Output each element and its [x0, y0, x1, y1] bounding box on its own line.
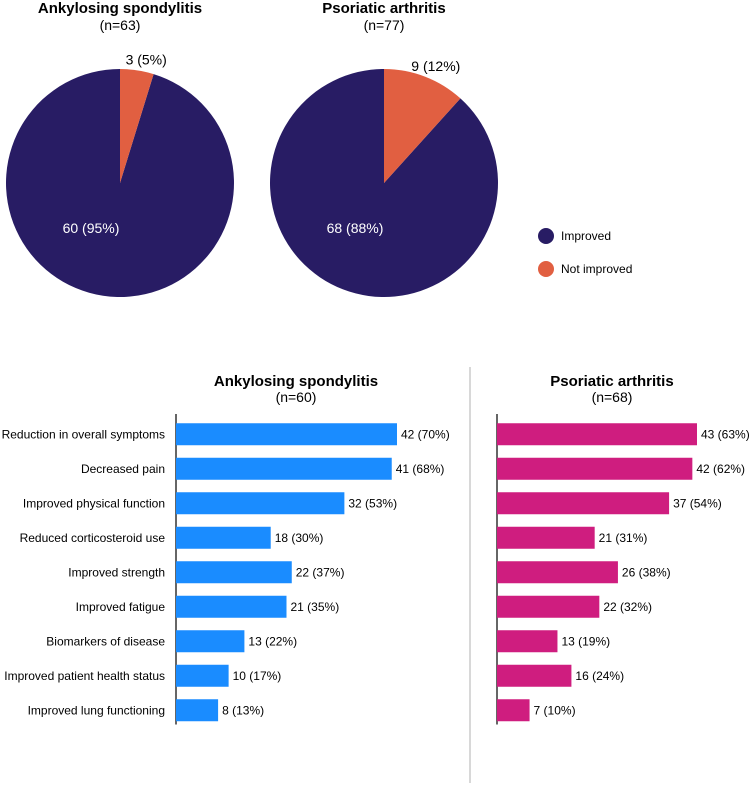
bar2-bar	[497, 630, 558, 653]
bar2-bar	[497, 664, 572, 687]
pie1-title: Ankylosing spondylitis	[38, 0, 202, 17]
bar2-value-label: 7 (10%)	[534, 703, 576, 717]
bar1-value-label: 18 (30%)	[275, 531, 324, 545]
bar1-subtitle: (n=60)	[276, 389, 317, 405]
category-label: Reduced corticosteroid use	[20, 531, 166, 545]
pie1-subtitle: (n=63)	[100, 17, 141, 33]
legend-improved-swatch	[538, 228, 554, 244]
bar2-bar	[497, 423, 697, 446]
pie1-slice-improved	[6, 69, 235, 298]
bar2-value-label: 37 (54%)	[673, 496, 722, 510]
pie2-title: Psoriatic arthritis	[322, 0, 445, 17]
bar1-value-label: 13 (22%)	[248, 634, 297, 648]
bar1-value-label: 41 (68%)	[396, 462, 445, 476]
bar2-marks: 43 (63%) 42 (62%) 37 (54%) 21 (31%) 26 (38%)…	[496, 414, 750, 725]
bar1-bar	[176, 457, 392, 480]
bar2-value-label: 16 (24%)	[575, 669, 624, 683]
bar1-bar	[176, 664, 229, 687]
bar2-subtitle: (n=68)	[592, 389, 633, 405]
legend-not-improved-swatch	[538, 261, 554, 277]
bar1-value-label: 10 (17%)	[233, 669, 282, 683]
bar2-bar	[497, 457, 693, 480]
legend-improved-label: Improved	[561, 229, 611, 243]
bar2-value-label: 13 (19%)	[561, 634, 610, 648]
legend-not-improved-label: Not improved	[561, 262, 632, 276]
bar1-value-label: 22 (37%)	[296, 565, 345, 579]
pie1-slice-not-improved	[120, 69, 154, 183]
bar1-bar	[176, 492, 345, 515]
category-label: Improved physical function	[23, 496, 165, 510]
bar2-value-label: 22 (32%)	[603, 600, 652, 614]
bar2-value-label: 42 (62%)	[696, 462, 745, 476]
bar1-value-label: 8 (13%)	[222, 703, 264, 717]
pie1: 60 (95%) 3 (5%)	[6, 51, 235, 298]
pie2-slice-improved	[269, 69, 498, 297]
category-label: Improved lung functioning	[28, 703, 165, 717]
category-label: Improved strength	[68, 565, 165, 579]
bar2-bar	[497, 595, 600, 618]
bar2-bar	[497, 561, 618, 584]
bar2-bar	[497, 699, 530, 722]
bar1-value-label: 42 (70%)	[401, 427, 450, 441]
pie2: 68 (88%) 9 (12%)	[269, 58, 498, 297]
pie1-label-not-improved: 3 (5%)	[126, 51, 167, 67]
pie1-label-improved: 60 (95%)	[63, 220, 120, 236]
bar2-value-label: 21 (31%)	[599, 531, 648, 545]
bar1-bar	[176, 699, 219, 722]
category-label: Improved fatigue	[76, 600, 166, 614]
bar1-marks: 42 (70%) Reduction in overall symptoms 41 …	[2, 414, 450, 725]
category-label: Biomarkers of disease	[46, 634, 165, 648]
category-label: Decreased pain	[81, 462, 165, 476]
pie2-subtitle: (n=77)	[364, 17, 405, 33]
pie2-slice-not-improved	[384, 69, 461, 183]
bar2-bar	[497, 526, 595, 549]
bar2-title: Psoriatic arthritis	[550, 373, 673, 390]
bar1-value-label: 32 (53%)	[348, 496, 397, 510]
bar1-bar	[176, 423, 397, 446]
bar1-title: Ankylosing spondylitis	[214, 373, 378, 390]
bar1-bar	[176, 630, 245, 653]
bar1-bar	[176, 526, 271, 549]
bar1-value-label: 21 (35%)	[291, 600, 340, 614]
pie2-label-improved: 68 (88%)	[327, 220, 384, 236]
category-label: Improved patient health status	[4, 669, 165, 683]
bar1-bar	[176, 595, 287, 618]
bar2-bar	[497, 492, 670, 515]
pie2-label-not-improved: 9 (12%)	[411, 58, 460, 74]
bar2-value-label: 26 (38%)	[622, 565, 671, 579]
category-label: Reduction in overall symptoms	[2, 427, 165, 441]
bar2-value-label: 43 (63%)	[701, 427, 750, 441]
bar1-bar	[176, 561, 292, 584]
